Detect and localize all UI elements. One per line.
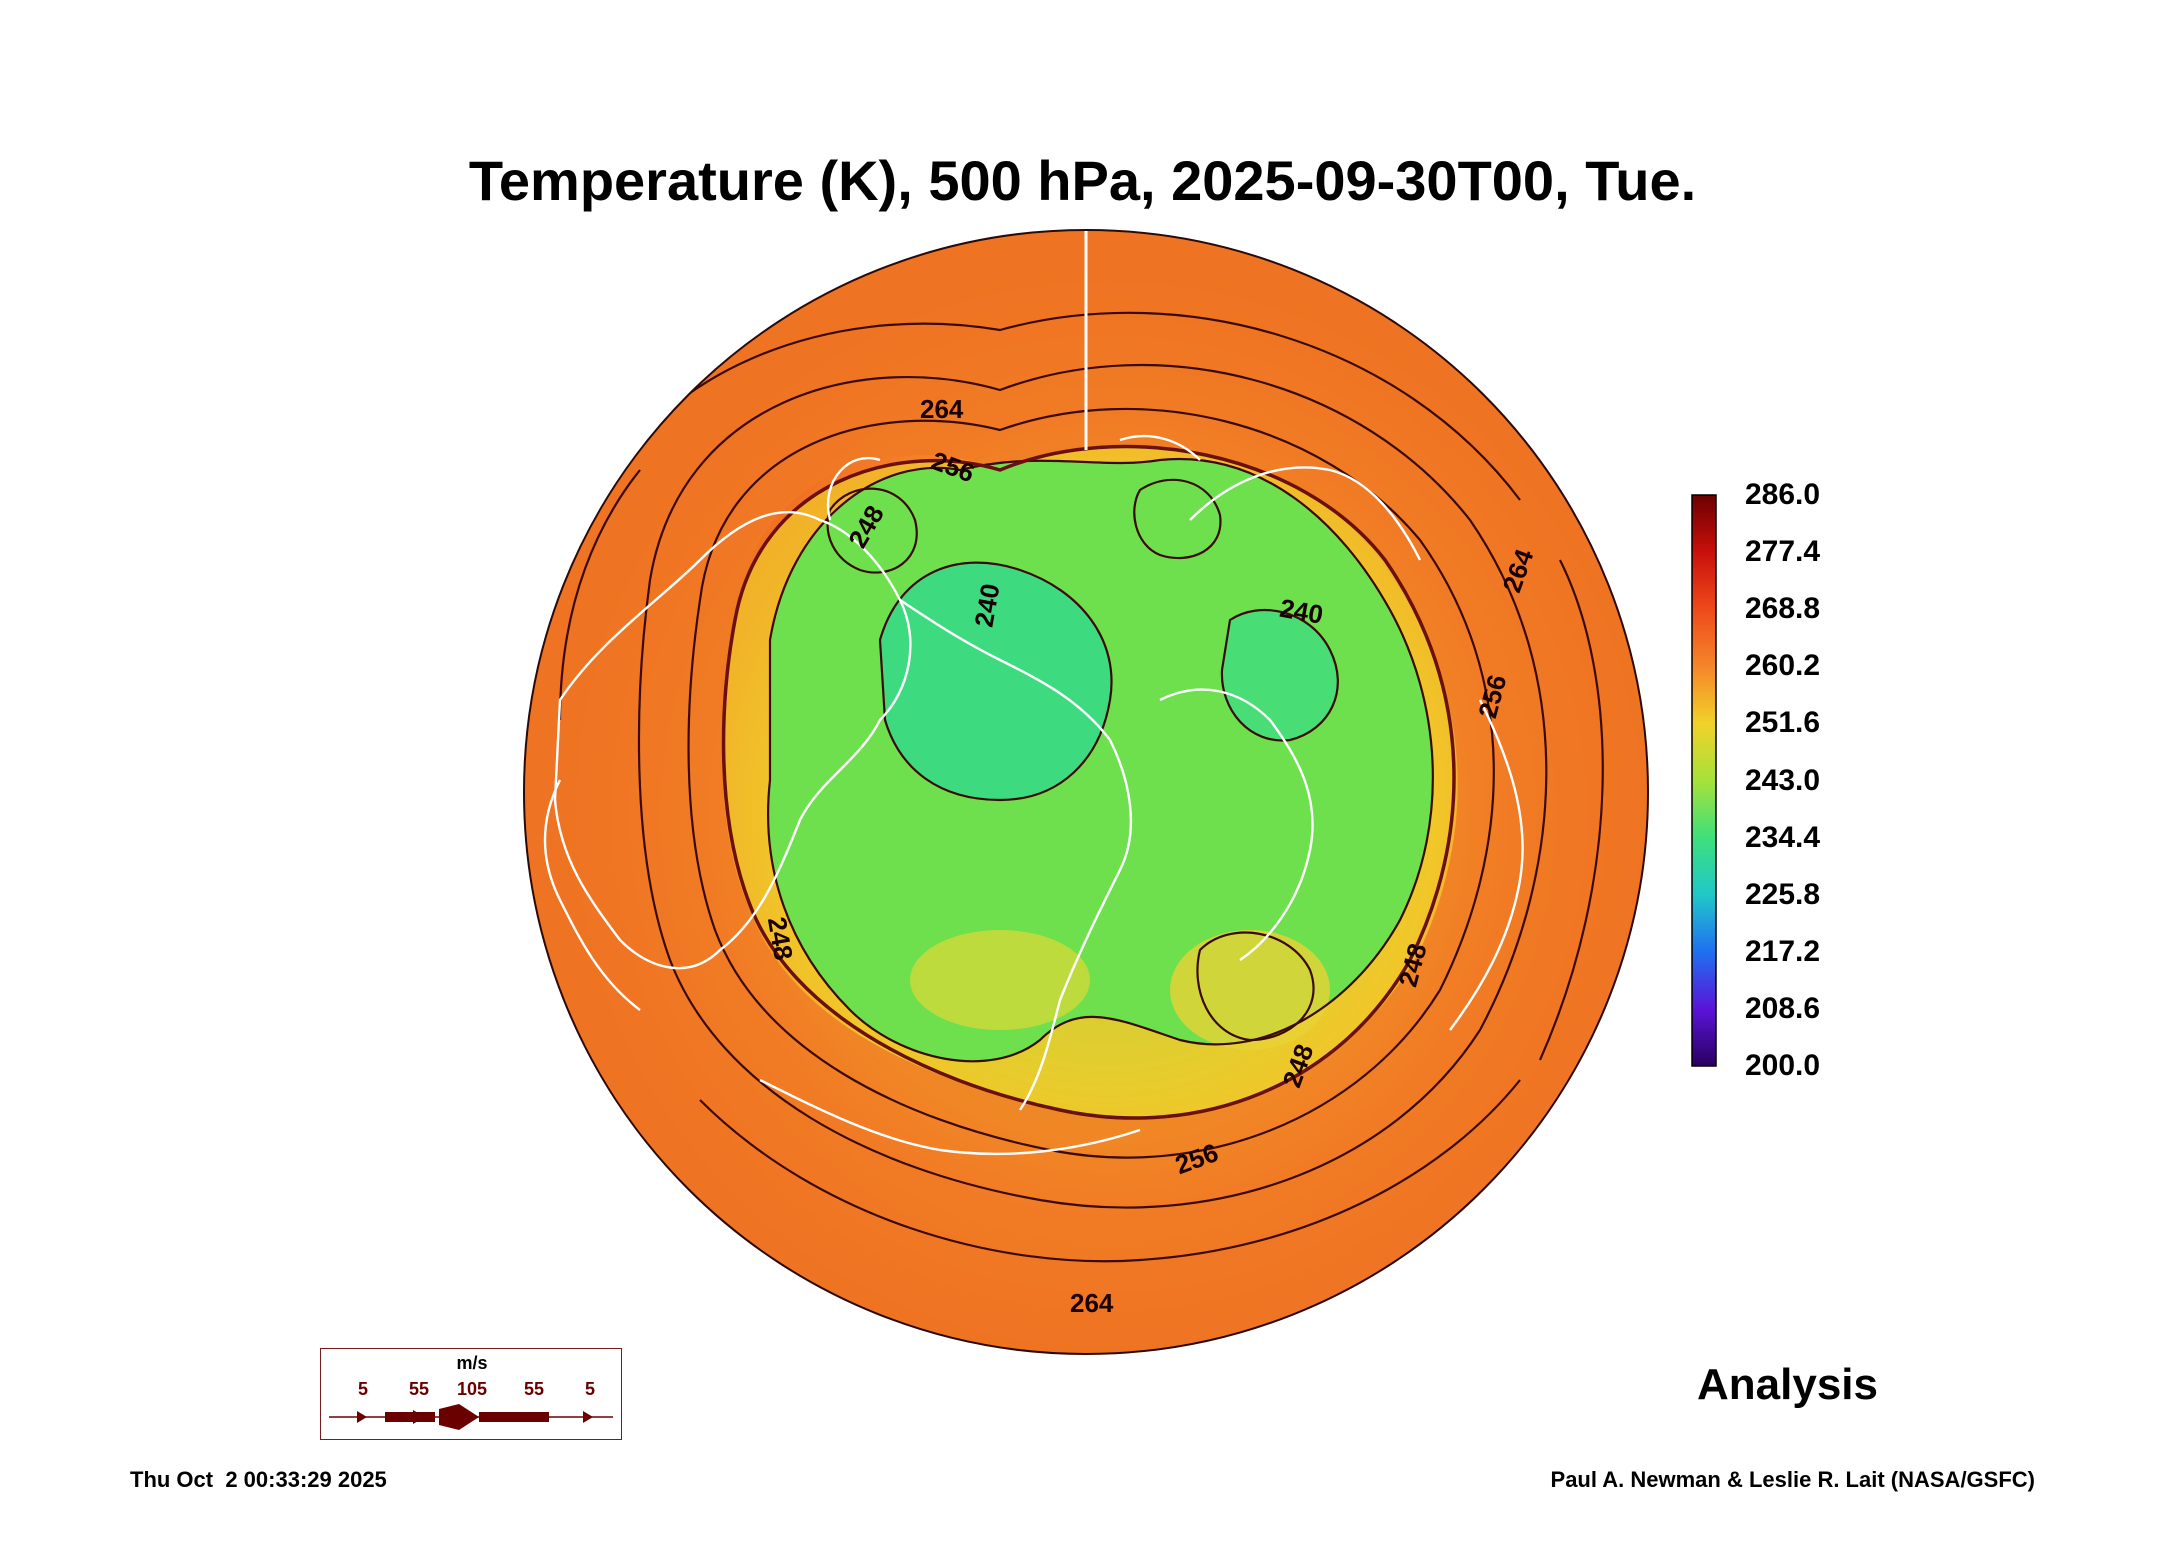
warm-ring xyxy=(524,230,1648,1354)
colorbar-tick-label: 217.2 xyxy=(1745,934,1821,968)
credit: Paul A. Newman & Leslie R. Lait (NASA/GS… xyxy=(1550,1467,2035,1492)
contour-label: 240 xyxy=(968,581,1005,629)
wind-legend: m/s 5 55 105 55 5 xyxy=(320,1348,622,1440)
colorbar-tick-label: 251.6 xyxy=(1745,706,1821,740)
colorbar-tick-label: 234.4 xyxy=(1745,820,1821,854)
wind-legend-value: 105 xyxy=(456,1379,488,1399)
wind-legend-value: 55 xyxy=(408,1379,430,1399)
colorbar-tick-label: 277.4 xyxy=(1745,535,1821,569)
colorbar-tick-label: 225.8 xyxy=(1745,877,1821,911)
wind-legend-arrow xyxy=(329,1404,613,1430)
map-outline xyxy=(523,229,1649,1355)
timestamp: Thu Oct 2 00:33:29 2025 xyxy=(130,1467,387,1492)
contour-label: 248 xyxy=(762,915,799,963)
colorbar-tick-label: 208.6 xyxy=(1745,991,1821,1025)
colorbar xyxy=(1691,494,1717,1067)
wind-legend-value: 5 xyxy=(357,1379,369,1399)
colorbar-tick-label: 268.8 xyxy=(1745,592,1821,626)
wind-legend-value: 5 xyxy=(584,1379,596,1399)
analysis-label: Analysis xyxy=(1697,1360,1878,1409)
contour-label: 264 xyxy=(920,394,964,424)
warm-tongue xyxy=(910,930,1090,1030)
warm-tongue xyxy=(1170,930,1330,1050)
contour-label: 264 xyxy=(1070,1288,1114,1318)
colorbar-tick-label: 286.0 xyxy=(1745,478,1821,511)
cold-core-2 xyxy=(1221,610,1338,741)
coastlines xyxy=(543,434,1524,1156)
wind-legend-unit: m/s xyxy=(456,1353,488,1373)
wind-legend-value: 55 xyxy=(523,1379,545,1399)
colorbar-tick-label: 200.0 xyxy=(1745,1049,1821,1082)
colorbar-tick-label: 243.0 xyxy=(1745,763,1821,797)
colorbar-tick-label: 260.2 xyxy=(1745,649,1821,683)
chart-title: Temperature (K), 500 hPa, 2025-09-30T00,… xyxy=(468,149,1697,212)
contour-label: 240 xyxy=(1278,593,1326,630)
cold-core xyxy=(880,562,1112,800)
